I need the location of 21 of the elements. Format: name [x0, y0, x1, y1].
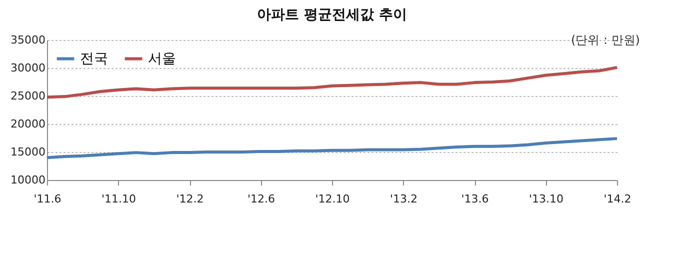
x-tick-label: '11.10 — [101, 192, 136, 206]
x-tick-label: '12.10 — [315, 192, 350, 206]
y-tick-label: 10000 — [10, 174, 46, 186]
y-tick-label: 35000 — [10, 34, 46, 46]
y-tick-label: 20000 — [10, 118, 46, 130]
y-tick-label: 15000 — [10, 146, 46, 158]
x-tick-label: '12.2 — [176, 192, 204, 206]
x-tick-label: '13.10 — [528, 192, 564, 206]
x-tick-label: '12.6 — [247, 192, 276, 206]
x-tick-label: '13.2 — [390, 192, 418, 206]
line-series — [46, 137, 618, 160]
x-tick-label: '11.6 — [34, 192, 62, 206]
legend-label: 서울 — [148, 50, 176, 67]
annotation: (단위 : 만원) — [570, 32, 640, 49]
y-tick-label: 25000 — [10, 90, 46, 102]
line-series — [46, 66, 618, 99]
chart-title: 아파트 평균전세값 추이 — [257, 7, 407, 23]
y-tick-label: 30000 — [10, 62, 46, 74]
x-tick-label: '13.6 — [461, 192, 489, 206]
x-tick-label: '14.2 — [604, 192, 632, 206]
legend-label: 전국 — [80, 50, 108, 67]
